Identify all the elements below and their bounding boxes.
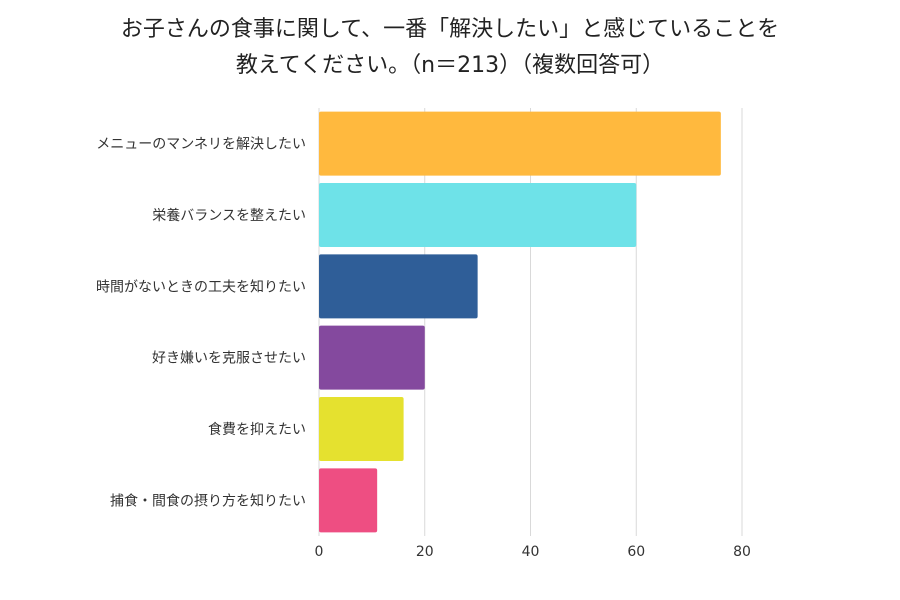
bar-5[interactable]: [319, 397, 404, 461]
x-tick-label-60: 60: [627, 544, 645, 560]
x-tick-label-0: 0: [315, 544, 324, 560]
category-label-5: 食費を抑えたい: [208, 421, 306, 438]
x-tick-label-20: 20: [416, 544, 434, 560]
category-label-1: メニューのマンネリを解決したい: [96, 137, 306, 153]
category-label-4: 好き嫌いを克服させたい: [152, 351, 306, 367]
bar-6[interactable]: [319, 468, 378, 533]
chart-title-line-1: お子さんの食事に関して、一番「解決したい」と感じていることを: [120, 17, 780, 42]
bar-2[interactable]: [319, 183, 637, 247]
bars: [319, 111, 721, 533]
bar-3[interactable]: [319, 254, 478, 319]
x-axis-ticks: 0 20 40 60 80: [315, 544, 751, 560]
bar-4[interactable]: [319, 325, 425, 390]
x-tick-label-40: 40: [522, 544, 540, 560]
chart-title-line-2: 教えてください。（n＝213）（複数回答可）: [235, 53, 665, 78]
category-label-3: 時間がないときの工夫を知りたい: [96, 278, 306, 295]
grid-lines: [318, 108, 743, 536]
chart-title: お子さんの食事に関して、一番「解決したい」と感じていることを 教えてください。（…: [0, 12, 900, 84]
x-tick-label-80: 80: [733, 544, 751, 560]
bar-1[interactable]: [319, 111, 721, 176]
category-label-6: 捕食・間食の摂り方を知りたい: [110, 492, 306, 509]
category-labels: メニューのマンネリを解決したい栄養バランスを整えたい時間がないときの工夫を知りた…: [96, 137, 306, 510]
category-label-2: 栄養バランスを整えたい: [152, 207, 306, 224]
